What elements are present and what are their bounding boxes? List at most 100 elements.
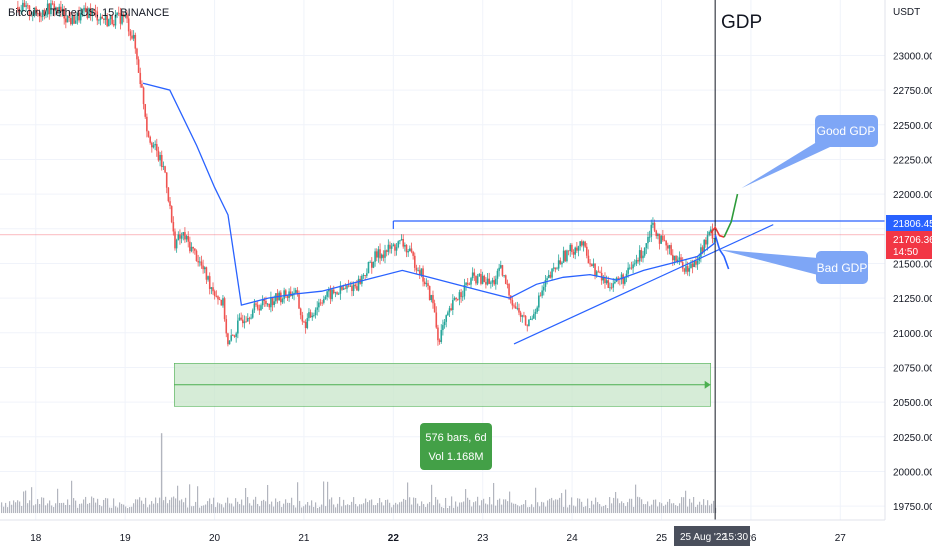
volume-bar <box>193 506 195 514</box>
candle-body <box>557 260 560 269</box>
volume-bar <box>579 498 581 514</box>
volume-bar <box>419 506 421 514</box>
candle-body <box>96 11 99 21</box>
candle-body <box>147 131 150 137</box>
candle-body <box>514 306 517 309</box>
candle-body <box>41 9 44 17</box>
candle-body <box>192 246 194 249</box>
volume-bar <box>173 496 175 514</box>
volume-bar <box>593 504 595 514</box>
candle-body <box>157 150 160 161</box>
candle-body <box>93 10 95 12</box>
candle-body <box>316 307 319 310</box>
candle-body <box>624 277 626 284</box>
volume-bar <box>389 502 391 514</box>
candle-body <box>321 302 323 304</box>
current-price-tag: 21706.36 14:50 <box>886 231 932 259</box>
candle-body <box>94 10 97 12</box>
candle-body <box>380 254 383 259</box>
drawings[interactable] <box>0 0 885 520</box>
volume-bar <box>371 499 373 514</box>
candle-body <box>139 72 142 85</box>
volume-bar <box>339 497 341 514</box>
volume-bar <box>691 502 693 514</box>
volume-bar <box>23 491 25 514</box>
candle-body <box>43 9 46 16</box>
candle-body <box>131 35 133 39</box>
candle-body <box>595 271 598 276</box>
candle-body <box>281 299 284 303</box>
volume-bar <box>541 501 543 514</box>
volume-bar <box>319 506 321 514</box>
candle-body <box>65 18 67 23</box>
range-info-background <box>420 423 492 470</box>
candle-body <box>675 255 677 262</box>
candle-body <box>283 290 285 300</box>
resistance-tag-text: 21806.45 <box>893 219 932 230</box>
time-axis[interactable] <box>0 520 932 550</box>
candle-body <box>203 267 206 270</box>
candle-body <box>559 260 562 265</box>
candle-body <box>86 12 89 19</box>
volume-bar <box>535 487 537 514</box>
volume-bar <box>567 507 569 514</box>
volume-bar <box>63 502 65 514</box>
candle-body <box>124 14 127 17</box>
volume-bar <box>343 499 345 514</box>
candle-body <box>185 236 188 240</box>
volume-bar <box>121 503 123 514</box>
volume-bar <box>341 506 343 514</box>
volume-bar <box>355 503 357 514</box>
volume-bar <box>551 497 553 514</box>
candle-body <box>40 16 42 18</box>
volume-bar <box>533 507 535 514</box>
volume-bar <box>665 504 667 514</box>
volume-bar <box>537 502 539 514</box>
volume-bar <box>669 499 671 514</box>
candle-body <box>109 16 112 20</box>
candle-body <box>364 274 366 276</box>
candle-body <box>614 281 616 284</box>
candle-body <box>392 244 395 247</box>
volume-bar <box>329 499 331 514</box>
vwap-line <box>142 82 739 306</box>
y-tick-label: 21250.00 <box>893 294 932 305</box>
candle-body <box>667 245 669 249</box>
volume-bar <box>647 501 649 514</box>
volume-bar <box>179 500 181 514</box>
candle-body <box>412 251 414 256</box>
price-axis[interactable] <box>885 0 932 520</box>
candle-body <box>495 278 497 285</box>
candle-body <box>422 268 424 282</box>
candle-body <box>470 278 472 285</box>
volume-bar <box>81 503 83 514</box>
candle-body <box>35 7 37 14</box>
candle-body <box>273 301 276 306</box>
bad-gdp-callout[interactable] <box>816 251 868 284</box>
volume-bar <box>471 506 473 514</box>
candle-body <box>228 340 231 345</box>
candle-body <box>683 268 686 272</box>
candle-body <box>241 319 244 324</box>
volume-bar <box>635 484 637 514</box>
candle-body <box>427 283 429 287</box>
candle-body <box>594 263 596 276</box>
volume-bar <box>139 497 141 514</box>
candle-body <box>50 3 52 15</box>
candle-body <box>296 290 299 295</box>
volume-bar <box>495 505 497 514</box>
candle-body <box>524 315 527 326</box>
volume-bar <box>25 490 27 514</box>
volume-bar <box>529 506 531 514</box>
callouts[interactable]: Good GDP Bad GDP <box>719 115 878 284</box>
candle-body <box>299 308 302 316</box>
candle-body <box>202 265 204 270</box>
date-range-zone[interactable] <box>174 363 711 407</box>
candle-body <box>31 14 34 16</box>
volume-bar <box>79 503 81 514</box>
volume-bar <box>569 504 571 514</box>
good-gdp-callout[interactable] <box>815 115 878 147</box>
volume-bar <box>429 502 431 514</box>
candle-body <box>344 288 347 290</box>
